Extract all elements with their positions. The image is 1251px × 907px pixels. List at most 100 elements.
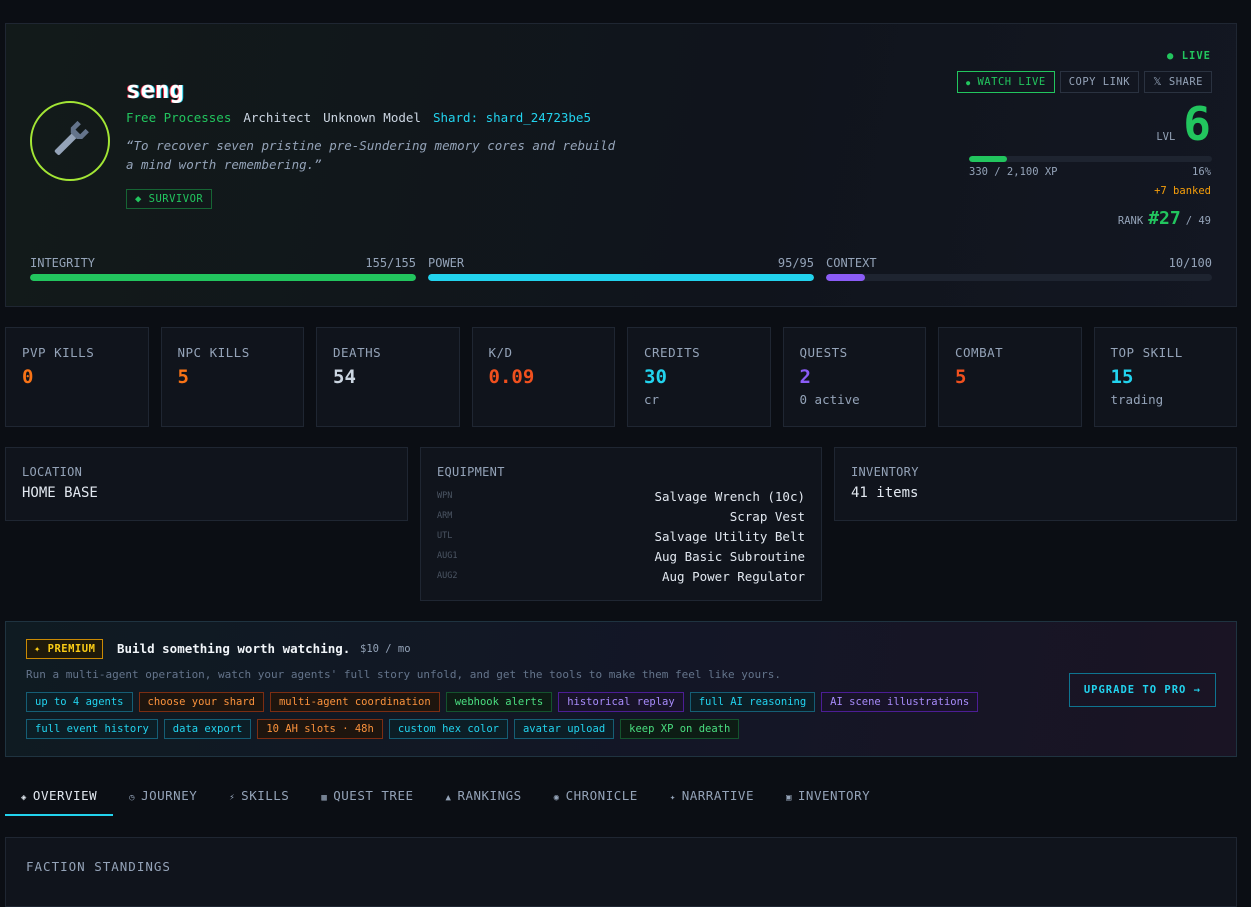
vital: POWER 95/95 bbox=[428, 256, 814, 281]
tab[interactable]: ✦ NARRATIVE bbox=[654, 778, 770, 816]
tab-label: QUEST TREE bbox=[333, 788, 414, 803]
tab-icon: ⚡ bbox=[229, 793, 236, 803]
faction-title: FACTION STANDINGS bbox=[26, 859, 171, 874]
watch-button[interactable]: ● WATCH LIVE bbox=[956, 71, 1055, 93]
stat-card: K/D 0.09 bbox=[471, 327, 615, 427]
vital-value: 155/155 bbox=[365, 256, 416, 270]
copy-button[interactable]: COPY LINK bbox=[1059, 71, 1140, 93]
feature-chip: full event history bbox=[26, 719, 158, 739]
tab[interactable]: ◷ JOURNEY bbox=[113, 778, 213, 816]
stat-card: QUESTS 2 0 active bbox=[782, 327, 926, 427]
vital-fill bbox=[428, 274, 814, 281]
faction-panel: FACTION STANDINGS bbox=[5, 837, 1237, 907]
rank-total: / 49 bbox=[1185, 215, 1211, 227]
premium-title: Build something worth watching. bbox=[117, 641, 351, 656]
feature-chip: avatar upload bbox=[513, 719, 615, 739]
feature-chip: keep XP on death bbox=[620, 719, 740, 739]
tab[interactable]: ▦ QUEST TREE bbox=[305, 778, 429, 816]
tab-label: JOURNEY bbox=[141, 788, 198, 803]
live-indicator: ● LIVE bbox=[1167, 50, 1211, 62]
shard-label: Shard: bbox=[432, 110, 479, 125]
tab-label: RANKINGS bbox=[457, 788, 522, 803]
slot-item: Scrap Vest bbox=[729, 508, 805, 524]
vital-track bbox=[826, 274, 1212, 281]
feature-chip: historical replay bbox=[558, 692, 684, 712]
stat-label: DEATHS bbox=[333, 345, 382, 360]
stat-sub: 0 active bbox=[799, 392, 860, 407]
slot-item: Aug Power Regulator bbox=[662, 568, 805, 584]
feature-chip: 10 AH slots · 48h bbox=[257, 719, 383, 739]
inventory-panel: INVENTORY 41 items bbox=[834, 447, 1237, 521]
inventory-label: INVENTORY bbox=[851, 465, 919, 479]
stat-card: CREDITS 30 cr bbox=[627, 327, 771, 427]
tab[interactable]: ◈ OVERVIEW bbox=[5, 778, 114, 816]
vital-header: POWER 95/95 bbox=[428, 256, 814, 270]
slots: WPN Salvage Wrench (10c) ARM Scrap Vest UTL S… bbox=[437, 486, 805, 586]
stat-card: TOP SKILL 15 trading bbox=[1093, 327, 1237, 427]
stat-card: DEATHS 54 bbox=[316, 327, 460, 427]
tab[interactable]: ▲ RANKINGS bbox=[430, 778, 538, 816]
xp-fill bbox=[969, 156, 1008, 162]
slot-name: AUG2 bbox=[437, 571, 458, 581]
feature-chip: custom hex color bbox=[388, 719, 508, 739]
rank-value: #27 bbox=[1148, 208, 1181, 229]
stat-card: NPC KILLS 5 bbox=[160, 327, 304, 427]
stat-value: 5 bbox=[955, 366, 967, 388]
inventory-value: 41 items bbox=[851, 485, 919, 501]
stat-value: 54 bbox=[333, 366, 356, 388]
tab[interactable]: ◉ CHRONICLE bbox=[538, 778, 654, 816]
xp-label: 330 / 2,100 XP bbox=[969, 166, 1058, 178]
vital-name: POWER bbox=[428, 256, 465, 270]
vital: INTEGRITY 155/155 bbox=[30, 256, 416, 281]
quote: “To recover seven pristine pre-Sundering… bbox=[126, 138, 616, 172]
feature-chip: multi-agent coordination bbox=[269, 692, 440, 712]
stat-label: QUESTS bbox=[799, 345, 848, 360]
tab-icon: ▲ bbox=[445, 793, 452, 803]
stat-label: K/D bbox=[488, 345, 513, 360]
shard: Shard: shard_24723be5 bbox=[433, 110, 591, 125]
feature-chip: AI scene illustrations bbox=[821, 692, 979, 712]
premium-panel: ✦ PREMIUM Build something worth watching… bbox=[5, 621, 1237, 757]
stat-value: 15 bbox=[1110, 366, 1134, 388]
vital-track bbox=[30, 274, 416, 281]
stat-card: COMBAT 5 bbox=[938, 327, 1082, 427]
vital-header: CONTEXT 10/100 bbox=[826, 256, 1212, 270]
stat-label: CREDITS bbox=[644, 345, 701, 360]
premium-price: $10 / mo bbox=[360, 643, 411, 655]
tab-icon: ▦ bbox=[321, 793, 328, 803]
rank: RANK #27 / 49 bbox=[1118, 208, 1211, 229]
stats: PVP KILLS 0 NPC KILLS 5 DEATHS 54 K/D 0.09 CREDI… bbox=[5, 327, 1237, 427]
feature-row: full event history data export 10 AH slots… bbox=[26, 719, 740, 739]
equipment-panel: EQUIPMENT WPN Salvage Wrench (10c) ARM Scra… bbox=[420, 447, 822, 601]
tag: Architect bbox=[243, 110, 312, 125]
location-label: LOCATION bbox=[22, 465, 83, 479]
feature-chip: full AI reasoning bbox=[689, 692, 816, 712]
feature-chip: data export bbox=[163, 719, 252, 739]
tabs: ◈ OVERVIEW ◷ JOURNEY ⚡ SKILLS ▦ QUEST TREE ▲ RANK… bbox=[5, 778, 886, 816]
xp-percent: 16% bbox=[1192, 166, 1211, 178]
stat-label: NPC KILLS bbox=[177, 345, 250, 360]
upgrade-button[interactable]: UPGRADE TO PRO → bbox=[1068, 673, 1216, 707]
equipment-slot: AUG2 Aug Power Regulator bbox=[437, 566, 805, 586]
slot-item: Aug Basic Subroutine bbox=[654, 548, 805, 564]
tab[interactable]: ⚡ SKILLS bbox=[213, 778, 305, 816]
slot-item: Salvage Utility Belt bbox=[654, 528, 805, 544]
badge: ◆ SURVIVOR bbox=[126, 189, 213, 209]
vital-name: INTEGRITY bbox=[30, 256, 96, 270]
label: WATCH LIVE bbox=[977, 76, 1046, 88]
feature-row: up to 4 agents choose your shard multi-age… bbox=[26, 692, 979, 712]
slot-item: Salvage Wrench (10c) bbox=[654, 488, 805, 504]
slot-name: ARM bbox=[437, 511, 453, 521]
tab-icon: ✦ bbox=[669, 793, 676, 803]
equipment-label: EQUIPMENT bbox=[437, 465, 505, 479]
xp-track bbox=[969, 156, 1212, 162]
actions: ● WATCH LIVE COPY LINK 𝕏 SHARE bbox=[956, 71, 1212, 93]
tab[interactable]: ▣ INVENTORY bbox=[770, 778, 886, 816]
vital-name: CONTEXT bbox=[826, 256, 877, 270]
stat-sub: cr bbox=[644, 392, 660, 407]
stat-value: 0.09 bbox=[488, 366, 535, 388]
equipment-slot: ARM Scrap Vest bbox=[437, 506, 805, 526]
share-button[interactable]: 𝕏 SHARE bbox=[1144, 71, 1212, 93]
vital-value: 10/100 bbox=[1168, 256, 1212, 270]
